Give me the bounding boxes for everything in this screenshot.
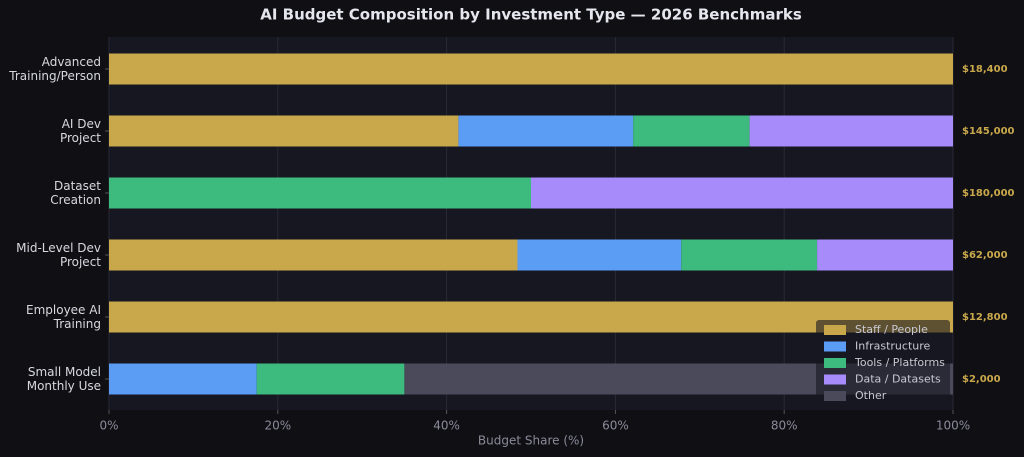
legend-label: Other bbox=[855, 389, 887, 402]
bar-segment bbox=[109, 115, 459, 147]
x-tick-label: 60% bbox=[602, 419, 629, 433]
y-tick-label: Dataset Creation bbox=[50, 179, 101, 207]
bar-segment bbox=[458, 115, 634, 147]
x-axis-label: Budget Share (%) bbox=[478, 434, 584, 448]
bar-segment bbox=[256, 363, 405, 395]
total-label: $145,000 bbox=[962, 126, 1015, 137]
bar-segment bbox=[681, 239, 818, 271]
legend-label: Tools / Platforms bbox=[854, 356, 945, 369]
legend-swatch bbox=[824, 325, 846, 335]
legend-label: Staff / People bbox=[855, 323, 928, 336]
legend-swatch bbox=[824, 358, 846, 368]
chart-title: AI Budget Composition by Investment Type… bbox=[260, 6, 802, 24]
x-tick-label: 40% bbox=[433, 419, 460, 433]
bar-segment bbox=[817, 239, 953, 271]
legend-swatch bbox=[824, 391, 846, 401]
legend: Staff / People Infrastructure Tools / Plat… bbox=[816, 320, 950, 406]
legend-swatch bbox=[824, 341, 846, 352]
legend-label: Data / Datasets bbox=[855, 373, 941, 386]
bar-segment bbox=[109, 301, 953, 333]
bar-segment bbox=[517, 239, 682, 271]
x-tick-label: 20% bbox=[264, 419, 291, 433]
legend-swatch bbox=[824, 374, 846, 385]
total-label: $2,000 bbox=[962, 374, 1001, 385]
x-tick-label: 100% bbox=[936, 419, 970, 433]
legend-label: Infrastructure bbox=[855, 340, 931, 353]
y-tick-label: Advanced Training/Person bbox=[9, 55, 101, 83]
x-tick-label: 80% bbox=[771, 419, 798, 433]
total-label: $180,000 bbox=[962, 188, 1015, 199]
x-tick-label: 0% bbox=[99, 419, 118, 433]
bar-segment bbox=[531, 177, 953, 209]
y-tick-label: Employee AI Training bbox=[26, 303, 101, 331]
y-tick-label: Small Model Monthly Use bbox=[26, 365, 101, 393]
total-label: $12,800 bbox=[962, 312, 1008, 323]
bar-segment bbox=[109, 53, 953, 85]
bar-segment bbox=[109, 177, 531, 209]
total-label: $62,000 bbox=[962, 250, 1008, 261]
bar-segment bbox=[749, 115, 953, 147]
y-tick-label: AI Dev Project bbox=[59, 117, 101, 145]
bar-segment bbox=[109, 363, 257, 395]
bar-segment bbox=[109, 239, 518, 271]
legend-box bbox=[816, 320, 950, 406]
bar-segment bbox=[633, 115, 750, 147]
plot-area bbox=[109, 37, 953, 410]
y-tick-label: Mid-Level Dev Project bbox=[16, 241, 101, 269]
total-label: $18,400 bbox=[962, 64, 1008, 75]
